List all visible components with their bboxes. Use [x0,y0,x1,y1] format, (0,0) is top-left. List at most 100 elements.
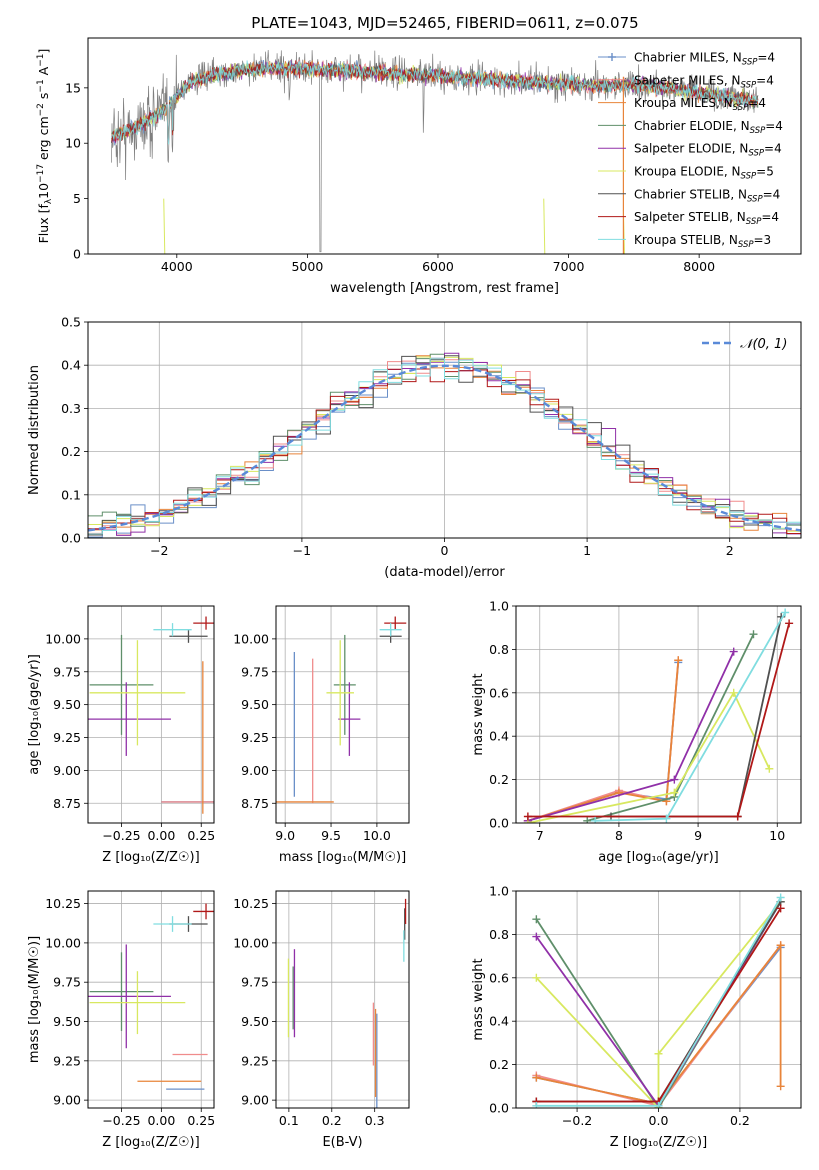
marker-plus [654,1049,663,1058]
marker-plus [591,816,600,823]
y-tick-label: 9.25 [53,730,81,745]
x-axis-label: mass [log₁₀(M/M☉)] [279,850,406,865]
x-tick-label: −2 [150,543,168,558]
y-tick-label: 9.00 [53,763,81,778]
axes-age-vs-Z: −0.25 0.00 0.25 8.75 9.00 9.25 9.50 9.75 10.00 Z … [27,605,215,865]
x-tick-label: 1 [583,543,591,558]
y-tick-label: 0.5 [61,315,81,330]
label-part: A [36,66,51,79]
legend-label: Chabrier MILES, NSSP=4 [634,51,775,68]
y-tick-label: 9.00 [241,763,269,778]
x-tick-label: −1 [293,543,311,558]
y-tick-label: 0.6 [489,685,509,700]
x-tick-label: 10.0 [363,828,391,843]
marker-plus [729,647,738,656]
axes-frame [87,321,802,539]
weight-line [535,901,782,1108]
label-part: −17 [36,164,46,183]
y-axis-label: mass weight [471,673,486,755]
plot-area [276,606,409,823]
y-tick-label: 0.0 [489,816,509,831]
y-axis-label: Normed distribution [27,365,42,495]
y-tick-label: 0.3 [61,401,81,416]
legend-label: Salpeter ELODIE, NSSP=4 [634,142,782,159]
y-tick-label: 10.00 [233,935,269,950]
y-tick-label: 0.0 [61,531,81,546]
x-tick-label: 0.3 [365,1113,385,1128]
axes-mass-vs-EBV: 0.1 0.2 0.3 9.00 9.25 9.50 9.75 10.00 10.25 E(B-V… [233,890,410,1150]
legend-label: Salpeter MILES, NSSP=4 [634,73,774,90]
x-tick-label: 7000 [553,259,585,274]
legend-text: Salpeter STELIB, N [634,210,746,224]
legend-label: 𝒩(0, 1) [740,337,787,352]
legend-sub: SSP [742,58,758,68]
model-artifact [543,198,546,254]
axes-frame [87,605,215,824]
label-part: s [36,93,51,104]
marker-plus [749,630,758,639]
model-artifact [163,198,166,254]
plot-area [88,322,801,538]
axes-weight-vs-Z: −0.2 0.0 0.2 0.0 0.2 0.4 0.6 0.8 1.0 Z [log₁₀(Z/Z… [471,884,802,1150]
marker-plus [523,812,532,821]
marker-plus [532,973,541,982]
y-tick-label: 1.0 [489,599,509,614]
y-tick-label: 1.0 [489,884,509,899]
legend-label: Chabrier STELIB, NSSP=4 [634,187,780,204]
legend-text: Chabrier ELODIE, N [634,119,750,133]
x-tick-label: 0.2 [730,1113,750,1128]
x-tick-label: 9.5 [321,828,341,843]
legend-post: =4 [757,51,775,65]
y-tick-label: 0.2 [489,772,509,787]
legend-text: Chabrier STELIB, N [634,187,747,201]
y-tick-label: 10.25 [45,896,81,911]
axes-frame [87,890,215,1109]
legend-text: Kroupa ELODIE, N [634,165,741,179]
x-tick-label: 8000 [683,259,715,274]
label-part: ] [36,49,51,54]
marker-plus [776,904,785,913]
label-part: −1 [36,54,46,67]
y-tick-label: 0 [73,247,81,262]
legend-sub: SSP [750,126,766,136]
marker-plus [532,932,541,941]
marker-plus [532,1073,541,1082]
x-tick-label: 0 [441,543,449,558]
x-tick-label: 0.25 [187,828,215,843]
axes-spectrum: 4000 5000 6000 7000 8000 0 5 10 15 wavelength [An… [36,37,802,296]
weight-line [536,942,782,1105]
x-tick-label: 0.2 [322,1113,342,1128]
x-tick-label: 6000 [422,259,454,274]
axes-frame [515,890,802,1109]
legend-label: Kroupa ELODIE, NSSP=5 [634,165,774,182]
legend: 𝒩(0, 1) [702,337,787,352]
legend-text: Kroupa STELIB, N [634,233,738,247]
weight-line [611,616,783,818]
marker-plus [654,1101,663,1108]
x-axis-label: wavelength [Angstrom, rest frame] [330,281,559,296]
x-axis-label: (data-model)/error [384,565,505,580]
label-part: −2 [36,103,46,116]
marker-plus [776,941,785,950]
marker-plus [662,814,671,823]
x-tick-label: −0.25 [102,1113,140,1128]
marker-plus [781,608,790,617]
weight-line [527,623,790,818]
y-axis-label: mass weight [471,958,486,1040]
y-tick-label: 9.75 [53,975,81,990]
y-tick-label: 10.00 [45,631,81,646]
y-tick-label: 9.00 [53,1093,81,1108]
plot-area [276,891,409,1108]
y-tick-label: 9.25 [241,730,269,745]
marker-plus [532,915,541,924]
legend-text: Salpeter ELODIE, N [634,142,748,156]
x-tick-label: −0.2 [562,1113,592,1128]
legend-sub: SSP [733,103,749,113]
x-axis-label: Z [log₁₀(Z/Z☉)] [102,850,199,865]
x-tick-label: 8 [615,828,623,843]
y-tick-label: 10.25 [233,896,269,911]
x-tick-label: 9.0 [275,828,295,843]
marker-plus [532,1101,541,1108]
x-tick-label: 0.0 [649,1113,669,1128]
